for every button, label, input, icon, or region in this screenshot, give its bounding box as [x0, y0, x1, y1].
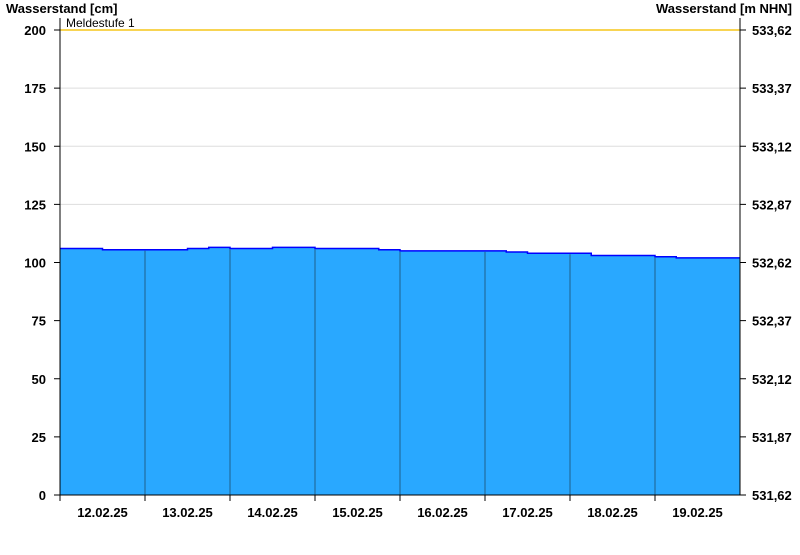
x-tick-label: 17.02.25: [502, 505, 553, 520]
y-tick-label-left: 50: [32, 372, 46, 387]
y-tick-label-right: 533,62: [752, 23, 792, 38]
x-tick-label: 13.02.25: [162, 505, 213, 520]
y-tick-label-left: 100: [24, 256, 46, 271]
x-tick-label: 12.02.25: [77, 505, 128, 520]
x-tick-label: 19.02.25: [672, 505, 723, 520]
y-axis-label-right: Wasserstand [m NHN]: [656, 1, 792, 16]
y-axis-label-left: Wasserstand [cm]: [6, 1, 118, 16]
x-tick-label: 15.02.25: [332, 505, 383, 520]
x-tick-label: 16.02.25: [417, 505, 468, 520]
y-tick-label-right: 532,12: [752, 372, 792, 387]
y-tick-label-left: 75: [32, 314, 46, 329]
x-tick-label: 14.02.25: [247, 505, 298, 520]
y-tick-label-left: 150: [24, 139, 46, 154]
y-tick-label-left: 125: [24, 197, 46, 212]
water-level-line: [60, 246, 740, 259]
y-tick-label-right: 533,12: [752, 139, 792, 154]
y-tick-label-right: 533,37: [752, 81, 792, 96]
y-tick-label-right: 532,62: [752, 256, 792, 271]
y-tick-label-left: 0: [39, 488, 46, 503]
y-tick-label-left: 25: [32, 430, 46, 445]
y-tick-label-right: 532,37: [752, 314, 792, 329]
y-tick-label-right: 531,62: [752, 488, 792, 503]
y-tick-label-right: 531,87: [752, 430, 792, 445]
y-tick-label-left: 200: [24, 23, 46, 38]
threshold-label: Meldestufe 1: [66, 16, 135, 30]
y-tick-label-left: 175: [24, 81, 46, 96]
x-tick-label: 18.02.25: [587, 505, 638, 520]
y-tick-label-right: 532,87: [752, 197, 792, 212]
